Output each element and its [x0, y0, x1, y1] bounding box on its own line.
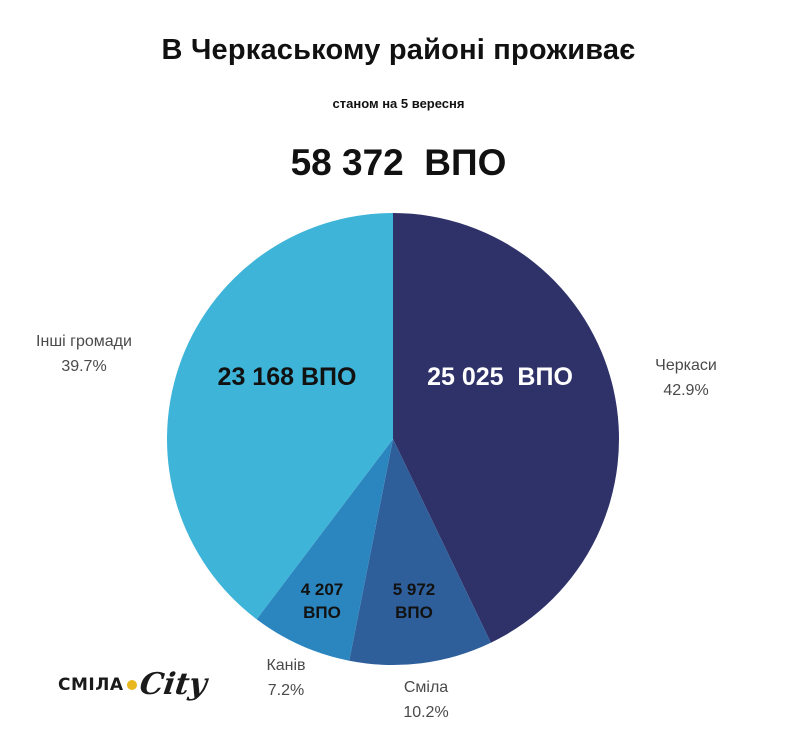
logo-script: City: [137, 666, 209, 702]
chart-subtitle: станом на 5 вересня: [332, 96, 465, 111]
chart-title: В Черкаському районі проживає: [161, 34, 636, 66]
slice-value-label-other-communities: 23 168 ВПО: [218, 363, 357, 391]
slice-value-label-smila: 5 972 ВПО: [393, 580, 436, 622]
slice-name-label-smila: Сміла: [404, 679, 448, 696]
total-count: 58 372 ВПО: [290, 142, 507, 183]
pie-slice-smila: [349, 439, 491, 665]
slice-percent-label-cherkasy: 42.9%: [663, 382, 708, 399]
slice-percent-label-other-communities: 39.7%: [61, 358, 106, 375]
pie-slice-cherkasy: [393, 213, 619, 643]
slice-value-label-cherkasy: 25 025 ВПО: [427, 363, 573, 391]
slice-value-label-kaniv: 4 207 ВПО: [301, 580, 344, 622]
pie-slice-other-communities: [167, 213, 393, 620]
pie-slice-kaniv: [256, 439, 393, 661]
slice-percent-label-smila: 10.2%: [403, 704, 448, 721]
slice-name-label-other-communities: Інші громади: [36, 333, 132, 350]
logo-word: СМІЛА: [58, 675, 124, 695]
slice-name-label-cherkasy: Черкаси: [655, 357, 717, 374]
brand-logo: СМІЛА City: [58, 662, 209, 708]
slice-percent-label-kaniv: 7.2%: [268, 682, 304, 699]
slice-name-label-kaniv: Канів: [266, 657, 305, 674]
logo-dot-icon: [126, 680, 137, 690]
